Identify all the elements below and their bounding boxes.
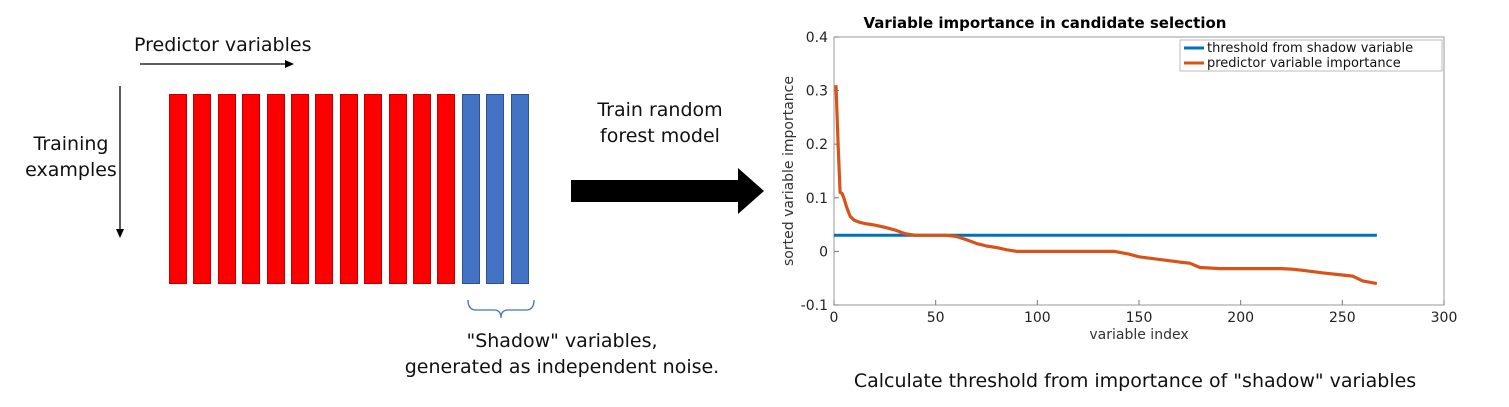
train-model-label: Train random forest model — [560, 98, 760, 149]
predictor-variable-column — [242, 94, 260, 284]
chart-legend: threshold from shadow variable predictor… — [1179, 39, 1443, 72]
predictor-variable-column — [389, 94, 407, 284]
examples-direction-arrow-icon — [116, 86, 124, 238]
importance-line — [834, 85, 1378, 286]
axis-ticks: 0 50 100 150 200 250 300-0.100.10.20.30.4 — [801, 30, 1458, 326]
x-tick-label: 0 — [830, 310, 839, 326]
predictor-variable-column — [267, 94, 285, 284]
train-model-line1: Train random — [597, 99, 723, 121]
shadow-variable-column — [462, 94, 480, 284]
y-tick-label: 0.2 — [806, 137, 828, 153]
shadow-label-line1: "Shadow" variables, — [466, 330, 658, 352]
training-examples-line2: examples — [25, 158, 117, 181]
y-tick-label: 0.4 — [806, 30, 828, 46]
y-tick-label: 0.3 — [806, 84, 828, 100]
shadow-variable-column — [486, 94, 504, 284]
threshold-caption: Calculate threshold from importance of "… — [853, 370, 1417, 392]
predictor-variable-column — [169, 94, 187, 284]
legend-label-threshold: threshold from shadow variable — [1207, 41, 1413, 56]
predictor-variable-column — [437, 94, 455, 284]
predictor-variable-column — [218, 94, 236, 284]
variable-columns — [169, 94, 535, 287]
legend-box — [1179, 39, 1443, 72]
training-examples-line1: Training — [33, 133, 109, 155]
shadow-label-line2: generated as independent noise. — [404, 355, 720, 378]
x-tick-label: 200 — [1227, 310, 1254, 326]
y-axis-label: sorted variable importance — [781, 76, 797, 266]
x-tick-label: 250 — [1329, 310, 1356, 326]
series-layer — [834, 85, 1378, 286]
predictor-direction-arrow-icon — [140, 60, 294, 68]
x-tick-label: 150 — [1126, 310, 1153, 326]
chart-title: Variable importance in candidate selecti… — [864, 14, 1227, 32]
y-tick-label: -0.1 — [801, 298, 828, 314]
y-tick-label: 0.1 — [806, 191, 828, 207]
predictor-variable-column — [413, 94, 431, 284]
y-tick-label: 0 — [819, 244, 828, 260]
shadow-bracket — [467, 299, 535, 319]
predictor-variable-column — [340, 94, 358, 284]
shadow-variables-label: "Shadow" variables, generated as indepen… — [372, 329, 752, 380]
plot-frame — [833, 36, 1445, 306]
shadow-variable-column — [511, 94, 529, 284]
predictor-variable-column — [364, 94, 382, 284]
x-axis-label: variable index — [1089, 327, 1188, 343]
legend-label-importance: predictor variable importance — [1207, 56, 1401, 71]
training-examples-label: Training examples — [16, 132, 126, 183]
predictor-variable-column — [315, 94, 333, 284]
x-tick-label: 100 — [1024, 310, 1051, 326]
importance-chart: Variable importance in candidate selecti… — [781, 14, 1457, 343]
predictor-variables-label: Predictor variables — [134, 34, 312, 56]
train-model-line2: forest model — [600, 124, 720, 147]
right-arrow-icon — [571, 168, 764, 214]
predictor-variable-column — [193, 94, 211, 284]
x-tick-label: 300 — [1431, 310, 1458, 326]
x-tick-label: 50 — [927, 310, 945, 326]
predictor-variable-column — [291, 94, 309, 284]
